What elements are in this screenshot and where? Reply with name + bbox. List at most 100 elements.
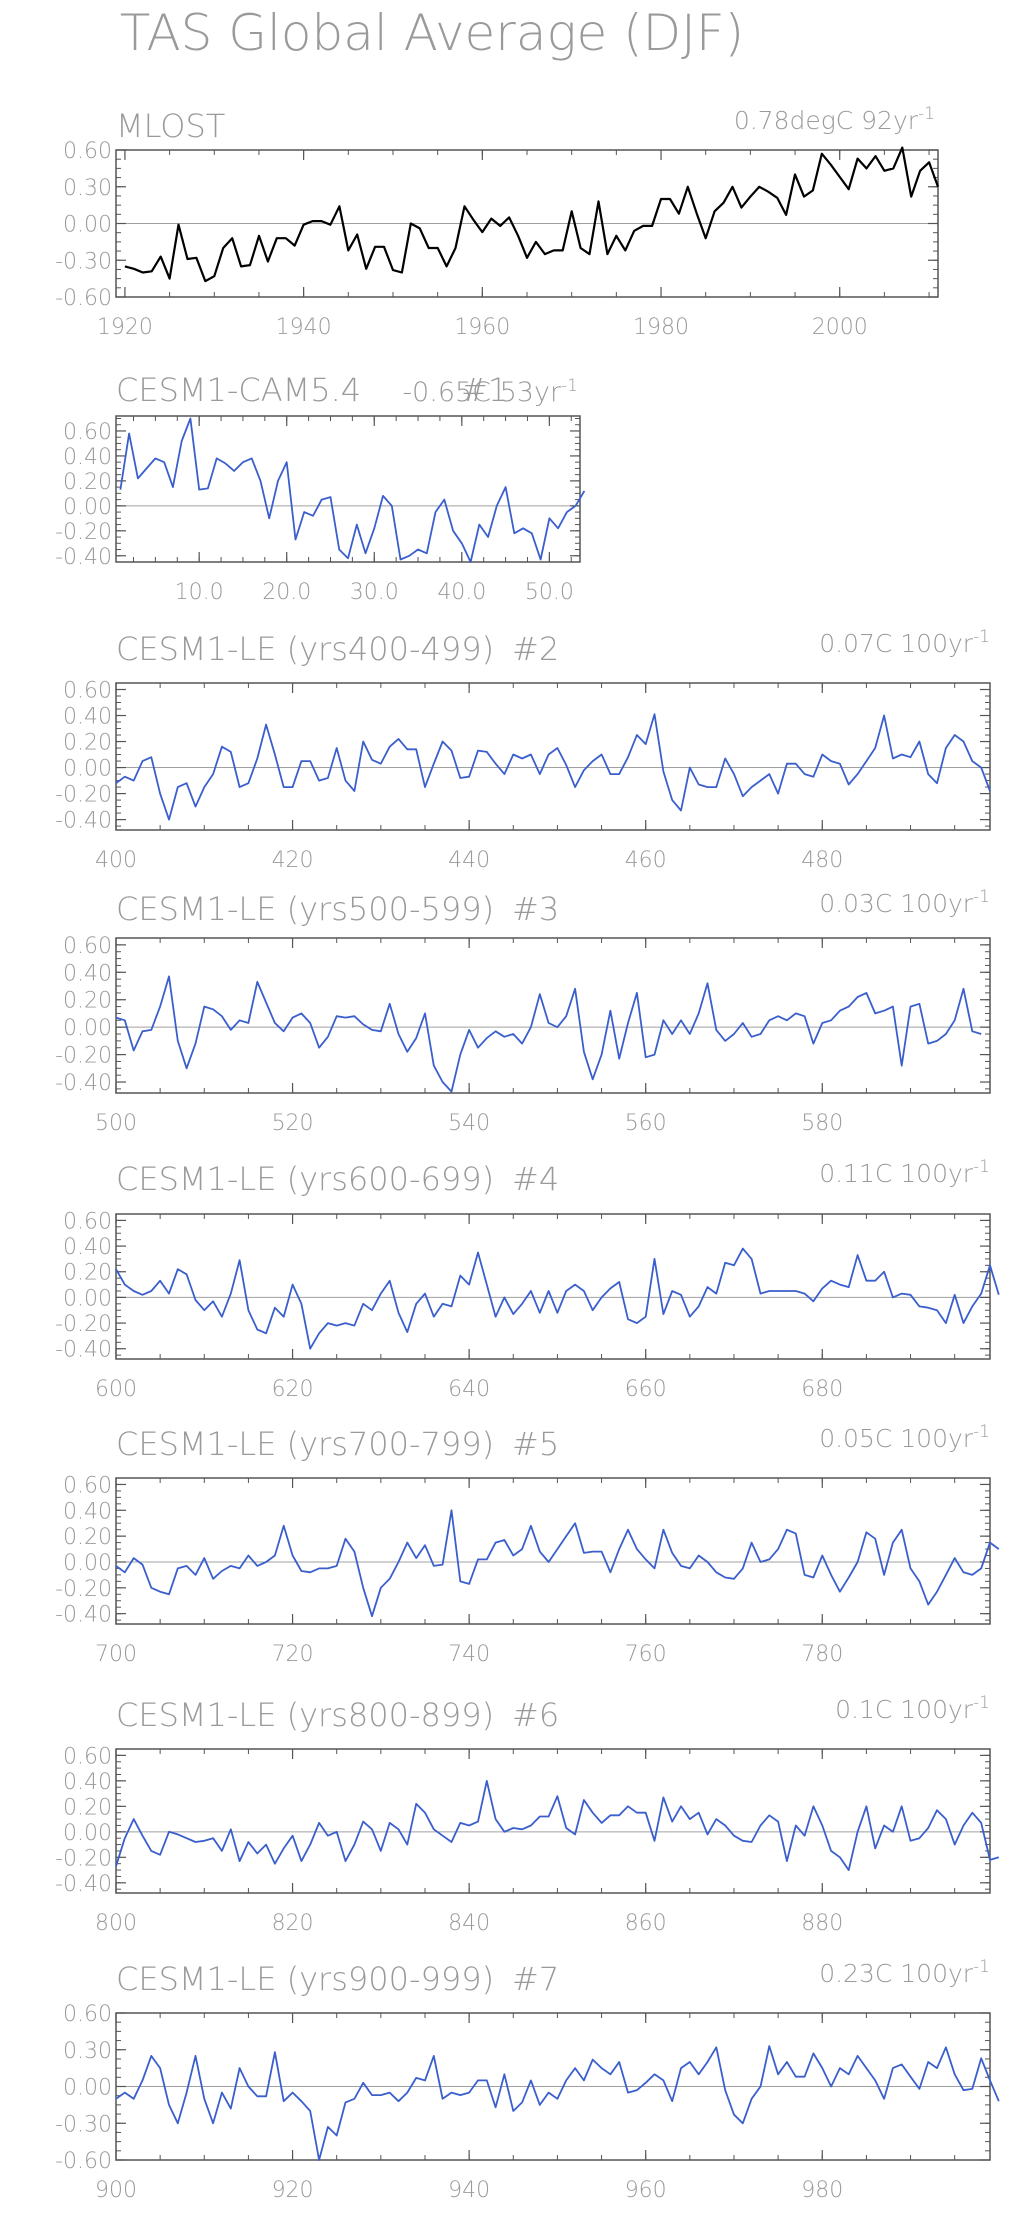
series-line-1 — [115, 1780, 1000, 1871]
x-tick-label: 880 — [801, 1911, 843, 1936]
x-tick-label: 1920 — [97, 315, 153, 340]
trend-exponent: -1 — [973, 1957, 990, 1977]
x-tick-label: 920 — [272, 2178, 314, 2203]
panel-title: CESM1-LE (yrs900-999) — [116, 1960, 494, 1998]
series-line-1 — [115, 2045, 1000, 2161]
x-tick-label: 50.0 — [525, 580, 574, 605]
x-tick-label: 600 — [95, 1377, 137, 1402]
chart-panel-8: 0.60 0.30 0.00 -0.30 -0.60 900 920 940 960 980 CES… — [55, 1957, 1000, 2203]
y-tick-label: -0.40 — [55, 545, 112, 570]
y-tick-label: -0.20 — [55, 783, 112, 808]
trend-value: 0.07C 100yr — [819, 629, 974, 658]
x-tick-label: 540 — [448, 1111, 490, 1136]
y-tick-label: -0.40 — [55, 1872, 112, 1897]
panel-title: CESM1-CAM5.4 — [116, 371, 361, 409]
run-number: #3 — [512, 890, 559, 928]
x-tick-label: 40.0 — [437, 580, 486, 605]
y-tick-label: 0.00 — [63, 1286, 112, 1311]
y-tick-label: -0.30 — [55, 249, 112, 274]
plot-frame — [115, 1477, 991, 1625]
trend-value: 0.23C 100yr — [819, 1959, 974, 1988]
trend-label: 0.07C 100yr-1 — [819, 627, 990, 658]
series-line-1 — [115, 1247, 1000, 1350]
plot-frame — [115, 1748, 991, 1894]
y-tick-label: 0.20 — [63, 470, 112, 495]
y-tick-label: 0.20 — [63, 1525, 112, 1550]
x-tick-label: 800 — [95, 1911, 137, 1936]
x-tick-label: 940 — [448, 2178, 490, 2203]
y-tick-label: -0.20 — [55, 1577, 112, 1602]
y-tick-label: -0.60 — [55, 2149, 112, 2174]
trend-label: 0.1C 100yr-1 — [835, 1693, 990, 1724]
x-tick-label: 580 — [801, 1111, 843, 1136]
x-tick-label: 400 — [95, 848, 137, 873]
chart-panel-1: 0.60 0.30 0.00 -0.30 -0.60 1920 1940 1960 1980 20… — [55, 104, 940, 340]
trend-label: 0.78degC 92yr-1 — [734, 104, 935, 135]
y-tick-label: 0.60 — [63, 2002, 112, 2027]
y-tick-label: 0.60 — [63, 420, 112, 445]
panel-title: CESM1-LE (yrs700-799) — [116, 1425, 494, 1463]
panel-title: MLOST — [116, 107, 225, 145]
x-tick-label: 560 — [625, 1111, 667, 1136]
trend-value: 0.78degC 92yr — [734, 106, 919, 135]
trend-label: 0.11C 100yr-1 — [819, 1157, 990, 1188]
x-tick-label: 640 — [448, 1377, 490, 1402]
x-tick-label: 720 — [272, 1642, 314, 1667]
y-tick-label: -0.40 — [55, 1338, 112, 1363]
y-tick-label: 0.00 — [63, 1551, 112, 1576]
y-tick-label: -0.20 — [55, 520, 112, 545]
y-tick-label: 0.00 — [63, 1016, 112, 1041]
x-tick-label: 500 — [95, 1111, 137, 1136]
chart-panel-5: 0.600.400.200.00-0.20-0.40 600 620 640 660 68… — [55, 1157, 1000, 1402]
panel-title: CESM1-LE (yrs600-699) — [116, 1160, 494, 1198]
x-tick-label: 480 — [801, 848, 843, 873]
x-tick-label: 20.0 — [262, 580, 311, 605]
y-tick-label: 0.30 — [63, 176, 112, 201]
run-number: #5 — [512, 1425, 559, 1463]
chart-panel-3: 0.600.400.200.00-0.20-0.40 400 420 440 460 48… — [55, 627, 991, 873]
y-tick-label: 0.00 — [63, 2076, 112, 2101]
x-tick-label: 660 — [625, 1377, 667, 1402]
x-tick-label: 840 — [448, 1911, 490, 1936]
y-tick-label: 0.40 — [63, 1770, 112, 1795]
trend-exponent: -1 — [973, 1157, 990, 1177]
x-tick-label: 10.0 — [175, 580, 224, 605]
x-tick-label: 700 — [95, 1642, 137, 1667]
y-tick-label: -0.60 — [55, 286, 112, 311]
x-tick-label: 620 — [272, 1377, 314, 1402]
x-tick-label: 1940 — [276, 315, 332, 340]
y-tick-label: -0.40 — [55, 1603, 112, 1628]
figure-title: TAS Global Average (DJF) — [120, 4, 744, 62]
y-tick-label: 0.20 — [63, 989, 112, 1014]
y-tick-label: 0.40 — [63, 445, 112, 470]
series-line-1 — [115, 1509, 1000, 1618]
run-number: #1 — [461, 371, 508, 409]
trend-value: -0.65C 53yr — [402, 377, 562, 408]
x-tick-label: 960 — [625, 2178, 667, 2203]
y-tick-label: 0.60 — [63, 1209, 112, 1234]
y-tick-label: 0.20 — [63, 731, 112, 756]
y-tick-label: 0.60 — [63, 679, 112, 704]
chart-panel-7: 0.600.400.200.00-0.20-0.40 800 820 840 860 88… — [55, 1693, 1000, 1936]
x-tick-label: 30.0 — [350, 580, 399, 605]
x-tick-label: 520 — [272, 1111, 314, 1136]
trend-value: 0.11C 100yr — [819, 1159, 974, 1188]
trend-value: 0.03C 100yr — [819, 889, 974, 918]
panel-title: CESM1-LE (yrs400-499) — [116, 630, 494, 668]
x-tick-label: 1960 — [454, 315, 510, 340]
plot-frame — [115, 1213, 991, 1360]
x-tick-label: 460 — [625, 848, 667, 873]
chart-panel-2: 0.600.400.200.00-0.20-0.40 10.0 20.0 30.0 40… — [55, 371, 586, 605]
y-tick-label: 0.30 — [63, 2039, 112, 2064]
x-tick-label: 760 — [625, 1642, 667, 1667]
trend-exponent: -1 — [973, 1422, 990, 1442]
trend-value: 0.1C 100yr — [835, 1695, 974, 1724]
trend-exponent: -1 — [918, 104, 935, 124]
run-number: #2 — [512, 630, 559, 668]
y-tick-label: -0.20 — [55, 1312, 112, 1337]
x-tick-label: 680 — [801, 1377, 843, 1402]
series-line-1 — [115, 713, 991, 821]
x-tick-label: 1980 — [633, 315, 689, 340]
y-tick-label: 0.00 — [63, 495, 112, 520]
y-tick-label: 0.20 — [63, 1795, 112, 1820]
